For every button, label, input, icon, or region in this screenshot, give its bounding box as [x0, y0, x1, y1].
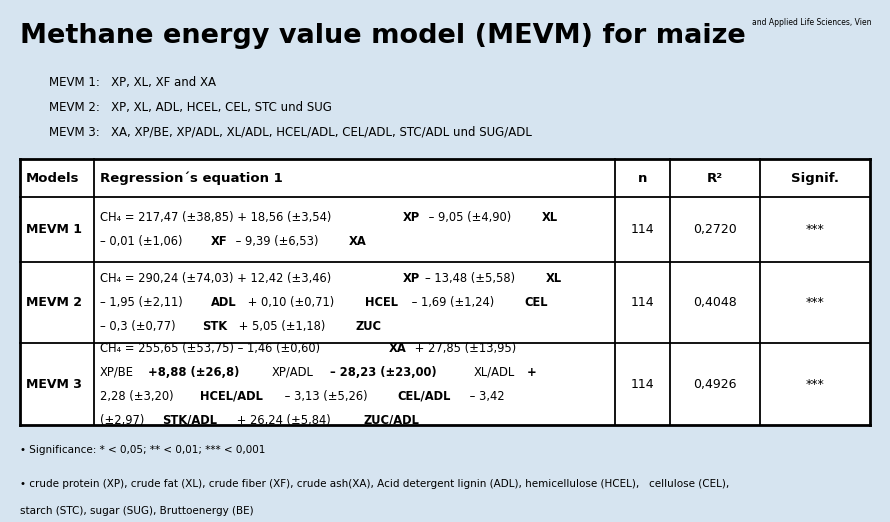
Text: XA: XA [389, 342, 407, 354]
Text: Signif.: Signif. [791, 172, 839, 184]
Text: XL: XL [546, 272, 562, 285]
Text: R²: R² [707, 172, 724, 184]
Text: Regression´s equation 1: Regression´s equation 1 [100, 171, 283, 185]
Text: ZUC: ZUC [356, 320, 382, 333]
Text: – 1,95 (±2,11): – 1,95 (±2,11) [100, 296, 186, 309]
Text: 2,28 (±3,20): 2,28 (±3,20) [100, 390, 177, 402]
Text: CEL/ADL: CEL/ADL [397, 390, 450, 402]
Text: n: n [638, 172, 648, 184]
Text: + 5,05 (±1,18): + 5,05 (±1,18) [234, 320, 328, 333]
Text: XP/ADL: XP/ADL [272, 366, 314, 378]
Text: ***: *** [805, 378, 824, 390]
Text: (±2,97): (±2,97) [100, 414, 148, 426]
Text: +8,88 (±26,8): +8,88 (±26,8) [143, 366, 243, 378]
Text: – 1,69 (±1,24): – 1,69 (±1,24) [408, 296, 498, 309]
Text: STK: STK [202, 320, 227, 333]
Text: + 26,24 (±5,84): + 26,24 (±5,84) [233, 414, 334, 426]
Text: • Significance: * < 0,05; ** < 0,01; *** < 0,001: • Significance: * < 0,05; ** < 0,01; ***… [20, 445, 265, 455]
Text: CH₄ = 290,24 (±74,03) + 12,42 (±3,46): CH₄ = 290,24 (±74,03) + 12,42 (±3,46) [100, 272, 335, 285]
Text: starch (STC), sugar (SUG), Bruttoenergy (BE): starch (STC), sugar (SUG), Bruttoenergy … [20, 506, 254, 516]
Text: STK/ADL: STK/ADL [162, 414, 217, 426]
Text: XP/BE: XP/BE [100, 366, 134, 378]
Text: CH₄ = 217,47 (±38,85) + 18,56 (±3,54): CH₄ = 217,47 (±38,85) + 18,56 (±3,54) [100, 211, 335, 224]
Text: ZUC/ADL: ZUC/ADL [363, 414, 419, 426]
Text: + 0,10 (±0,71): + 0,10 (±0,71) [245, 296, 338, 309]
Text: MEVM 1: MEVM 1 [26, 223, 82, 236]
Text: CH₄ = 255,65 (±53,75) – 1,46 (±0,60): CH₄ = 255,65 (±53,75) – 1,46 (±0,60) [100, 342, 324, 354]
Text: MEVM 1:   XP, XL, XF and XA: MEVM 1: XP, XL, XF and XA [49, 76, 216, 89]
Text: XF: XF [211, 235, 228, 248]
Text: and Applied Life Sciences, Vien: and Applied Life Sciences, Vien [752, 18, 871, 27]
Text: – 3,13 (±5,26): – 3,13 (±5,26) [280, 390, 371, 402]
Text: – 3,42: – 3,42 [466, 390, 505, 402]
Text: – 0,3 (±0,77): – 0,3 (±0,77) [100, 320, 179, 333]
Text: XP: XP [403, 211, 420, 224]
Text: – 13,48 (±5,58): – 13,48 (±5,58) [425, 272, 519, 285]
Text: ***: *** [805, 223, 824, 236]
Text: 0,4048: 0,4048 [693, 296, 737, 309]
Text: – 28,23 (±23,00): – 28,23 (±23,00) [326, 366, 441, 378]
Text: XL: XL [541, 211, 557, 224]
Text: ADL: ADL [211, 296, 237, 309]
Text: MEVM 2:   XP, XL, ADL, HCEL, CEL, STC und SUG: MEVM 2: XP, XL, ADL, HCEL, CEL, STC und … [49, 101, 332, 114]
Text: + 27,85 (±13,95): + 27,85 (±13,95) [411, 342, 517, 354]
Text: – 0,01 (±1,06): – 0,01 (±1,06) [100, 235, 186, 248]
Text: – 9,05 (±4,90): – 9,05 (±4,90) [425, 211, 515, 224]
Text: HCEL/ADL: HCEL/ADL [199, 390, 263, 402]
Text: 114: 114 [631, 378, 655, 390]
Text: Models: Models [26, 172, 79, 184]
Text: 0,2720: 0,2720 [693, 223, 737, 236]
Text: ***: *** [805, 296, 824, 309]
Text: 0,4926: 0,4926 [693, 378, 737, 390]
Text: 114: 114 [631, 223, 655, 236]
Text: • crude protein (XP), crude fat (XL), crude fiber (XF), crude ash(XA), Acid dete: • crude protein (XP), crude fat (XL), cr… [20, 479, 729, 489]
Text: MEVM 3:   XA, XP/BE, XP/ADL, XL/ADL, HCEL/ADL, CEL/ADL, STC/ADL und SUG/ADL: MEVM 3: XA, XP/BE, XP/ADL, XL/ADL, HCEL/… [49, 126, 532, 139]
Text: 114: 114 [631, 296, 655, 309]
Text: Methane energy value model (MEVM) for maize: Methane energy value model (MEVM) for ma… [20, 23, 745, 50]
Text: XL/ADL: XL/ADL [473, 366, 515, 378]
Text: XP: XP [403, 272, 420, 285]
Text: XA: XA [349, 235, 367, 248]
Text: HCEL: HCEL [366, 296, 399, 309]
Text: MEVM 3: MEVM 3 [26, 378, 82, 390]
Text: MEVM 2: MEVM 2 [26, 296, 82, 309]
Text: CEL: CEL [524, 296, 547, 309]
Text: +: + [527, 366, 537, 378]
Text: – 9,39 (±6,53): – 9,39 (±6,53) [232, 235, 322, 248]
